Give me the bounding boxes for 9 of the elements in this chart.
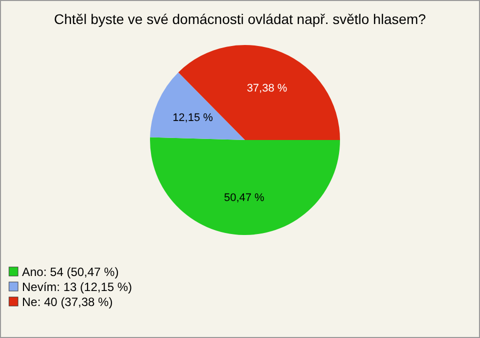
chart-title: Chtěl byste ve své domácnosti ovládat např. světlo hlasem? (54, 11, 426, 27)
pie-slice (150, 72, 245, 140)
legend-label: Ano: 54 (50,47 %) (22, 265, 119, 279)
data-label: 50,47 % (224, 192, 265, 204)
data-label: 12,15 % (172, 112, 214, 124)
legend-label: Nevím: 13 (12,15 %) (22, 280, 132, 294)
data-label: 37,38 % (246, 82, 288, 94)
legend-label: Ne: 40 (37,38 %) (22, 295, 113, 309)
pie-slice (150, 137, 340, 235)
